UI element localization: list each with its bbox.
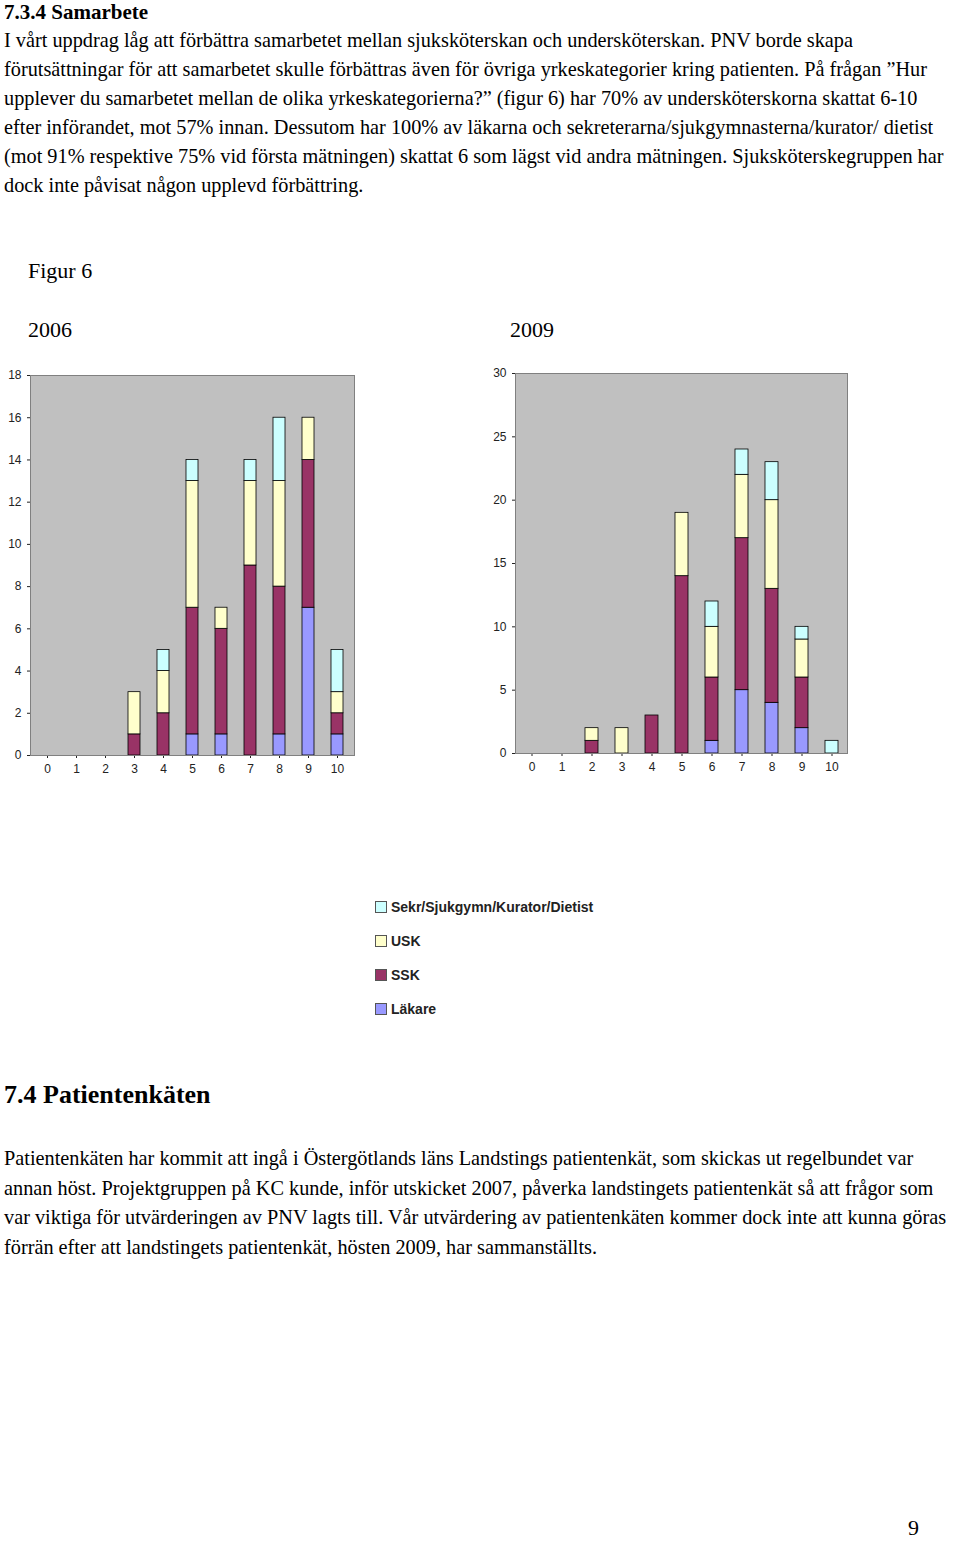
svg-text:1: 1 — [559, 760, 566, 774]
svg-text:25: 25 — [493, 430, 507, 444]
svg-text:5: 5 — [679, 760, 686, 774]
html-text:2006: 2006 — [28, 317, 72, 342]
svg-text:3: 3 — [619, 760, 626, 774]
svg-text:10: 10 — [8, 537, 22, 551]
svg-text:4: 4 — [15, 664, 22, 678]
svg-text:9: 9 — [799, 760, 806, 774]
svg-text:16: 16 — [8, 411, 22, 425]
html-text:7.4 Patientenkäten: 7.4 Patientenkäten — [4, 1080, 211, 1109]
svg-text:10: 10 — [493, 620, 507, 634]
svg-text:0: 0 — [44, 762, 51, 776]
svg-text:30: 30 — [493, 366, 507, 380]
svg-text:10: 10 — [331, 762, 345, 776]
svg-text:18: 18 — [8, 368, 22, 382]
svg-text:14: 14 — [8, 453, 22, 467]
html-text:Figur 6: Figur 6 — [28, 258, 93, 283]
svg-text:15: 15 — [493, 556, 507, 570]
svg-text:4: 4 — [649, 760, 656, 774]
html-text:I vårt uppdrag låg att förbätt: I vårt uppdrag låg att förbättra samarbe… — [4, 29, 944, 196]
html-text:2009: 2009 — [510, 317, 554, 342]
svg-text:0: 0 — [15, 748, 22, 762]
html-text:Läkare: Läkare — [391, 1001, 437, 1017]
svg-text:5: 5 — [500, 683, 507, 697]
svg-text:1: 1 — [73, 762, 80, 776]
html-text:7.3.4 Samarbete: 7.3.4 Samarbete — [4, 0, 149, 24]
svg-text:2: 2 — [102, 762, 109, 776]
svg-text:12: 12 — [8, 495, 22, 509]
html-text:SSK: SSK — [391, 967, 420, 983]
svg-text:7: 7 — [739, 760, 746, 774]
svg-text:2: 2 — [15, 706, 22, 720]
svg-text:3: 3 — [131, 762, 138, 776]
svg-text:0: 0 — [500, 746, 507, 760]
svg-text:6: 6 — [15, 622, 22, 636]
svg-text:8: 8 — [769, 760, 776, 774]
svg-text:6: 6 — [218, 762, 225, 776]
svg-text:9: 9 — [305, 762, 312, 776]
html-text:Sekr/Sjukgymn/Kurator/Dietist: Sekr/Sjukgymn/Kurator/Dietist — [391, 899, 594, 915]
svg-text:10: 10 — [825, 760, 839, 774]
svg-text:4: 4 — [160, 762, 167, 776]
svg-text:8: 8 — [276, 762, 283, 776]
svg-text:7: 7 — [247, 762, 254, 776]
svg-text:2: 2 — [589, 760, 596, 774]
svg-text:20: 20 — [493, 493, 507, 507]
html-text:Patientenkäten har kommit att: Patientenkäten har kommit att ingå i Öst… — [4, 1147, 947, 1258]
svg-text:6: 6 — [709, 760, 716, 774]
svg-text:0: 0 — [529, 760, 536, 774]
svg-text:5: 5 — [189, 762, 196, 776]
html-text:USK: USK — [391, 933, 421, 949]
html-text:9: 9 — [908, 1515, 919, 1540]
svg-text:8: 8 — [15, 579, 22, 593]
